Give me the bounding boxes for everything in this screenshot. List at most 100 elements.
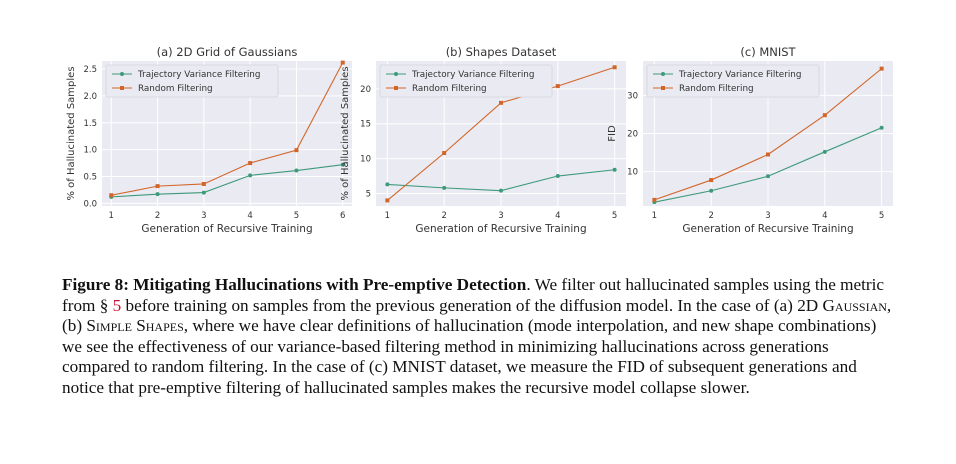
x-tick-label: 5 (879, 211, 884, 221)
legend-entry: Trajectory Variance Filtering (678, 70, 801, 80)
legend-marker (394, 72, 398, 76)
data-point (109, 193, 114, 198)
y-tick-label: 2.5 (83, 65, 97, 75)
data-point (555, 84, 560, 89)
x-tick-label: 1 (109, 211, 114, 221)
legend-entry: Random Filtering (679, 84, 754, 94)
x-tick-label: 4 (822, 211, 827, 221)
y-tick-label: 5 (366, 189, 371, 199)
x-tick-label: 3 (201, 211, 206, 221)
chart-panel-a: 1 2 3 4 5 6 0.0 0.5 1.0 1.5 2.0 2.5 (a) 2D Grid of G… (62, 44, 362, 244)
data-point (879, 125, 884, 130)
data-point (766, 174, 770, 179)
data-point (248, 173, 253, 178)
data-point (201, 190, 206, 195)
data-point (442, 185, 447, 190)
x-tick-label: 2 (155, 211, 160, 221)
chart-title: (c) MNIST (740, 45, 796, 59)
legend-entry: Trajectory Variance Filtering (411, 70, 534, 80)
caption-text-4: , where we have clear definitions of hal… (62, 316, 877, 397)
y-axis-label: % of Hallucinated Samples (340, 66, 351, 200)
x-axis-label: Generation of Recursive Training (141, 223, 312, 235)
x-tick-label: 4 (555, 211, 560, 221)
chart-panel-c: 1 2 3 4 5 10 20 30 (c) MNIST Generation of Recurs… (603, 44, 903, 244)
series-line (111, 164, 343, 198)
y-tick-label: 0.5 (83, 172, 97, 182)
legend-marker (661, 86, 665, 90)
chart-title: (a) 2D Grid of Gaussians (157, 45, 298, 59)
data-point (442, 151, 447, 156)
data-point (155, 192, 160, 197)
data-point (499, 188, 503, 193)
chart-b: 1 2 3 4 5 5 10 15 20 (b) Shapes Dataset Generation… (340, 45, 626, 235)
series-line (111, 62, 344, 196)
data-point (709, 178, 714, 183)
y-tick-label: 2.0 (83, 92, 97, 102)
x-tick-label: 2 (441, 211, 446, 221)
y-tick-label: 10 (627, 168, 638, 178)
data-point (340, 162, 345, 167)
x-tick-label: 1 (652, 211, 657, 221)
x-tick-label: 2 (708, 211, 713, 221)
data-point (155, 184, 160, 189)
data-point (555, 174, 560, 179)
x-tick-label: 6 (340, 211, 345, 221)
y-tick-label: 30 (627, 91, 638, 101)
data-point (385, 182, 390, 187)
legend-box (105, 64, 279, 98)
data-point (822, 113, 827, 118)
data-point (612, 167, 617, 172)
legend-marker (661, 72, 665, 76)
y-tick-label: 20 (627, 130, 638, 140)
data-point (294, 148, 299, 153)
legend-box (379, 64, 553, 98)
data-point (612, 65, 617, 70)
data-point (294, 168, 299, 173)
caption-simple-shapes: Simple Shapes (86, 316, 184, 336)
x-axis-label: Generation of Recursive Training (682, 223, 853, 235)
y-tick-label: 1.0 (83, 146, 97, 156)
caption-text-1: . We filter out hallucinated samples usi… (62, 275, 885, 315)
chart-a: 1 2 3 4 5 6 0.0 0.5 1.0 1.5 2.0 2.5 (a) 2D Grid of G… (66, 45, 352, 235)
data-point (766, 152, 770, 157)
data-point (652, 197, 657, 202)
x-tick-label: 5 (612, 211, 617, 221)
data-point (822, 149, 827, 154)
x-axis-label: Generation of Recursive Training (415, 223, 586, 235)
legend-entry: Random Filtering (138, 84, 213, 94)
data-point (499, 100, 503, 105)
y-tick-label: 10 (360, 155, 371, 165)
y-tick-label: 20 (360, 85, 371, 95)
data-point (385, 198, 390, 203)
y-tick-label: 1.5 (83, 119, 97, 129)
data-point (709, 188, 714, 193)
legend-marker (394, 86, 398, 90)
legend-entry: Trajectory Variance Filtering (137, 70, 260, 80)
caption-title: Mitigating Hallucinations with Pre-empti… (133, 275, 527, 294)
data-point (248, 161, 253, 166)
legend-marker (120, 86, 124, 90)
x-tick-label: 5 (294, 211, 299, 221)
caption-gaussian: Gaussian (822, 295, 887, 315)
legend-marker (120, 72, 124, 76)
caption-text-2: before training on samples from the prev… (121, 295, 823, 315)
legend-entry: Random Filtering (412, 84, 487, 94)
caption-text-3: , (b) (62, 295, 892, 336)
chart-c: 1 2 3 4 5 10 20 30 (c) MNIST Generation of Recurs… (607, 45, 893, 235)
x-tick-label: 3 (498, 211, 503, 221)
data-point (340, 60, 345, 65)
x-tick-label: 3 (765, 211, 770, 221)
caption-section-ref[interactable]: 5 (112, 295, 122, 315)
y-axis-label: % of Hallucinated Samples (66, 66, 77, 200)
chart-panel-b: 1 2 3 4 5 5 10 15 20 (b) Shapes Dataset Generation… (336, 44, 636, 244)
data-point (879, 66, 884, 71)
y-tick-label: 15 (360, 120, 371, 130)
y-tick-label: 0.0 (83, 199, 97, 209)
chart-title: (b) Shapes Dataset (446, 45, 557, 59)
data-point (201, 181, 206, 186)
figure-caption: Figure 8: Mitigating Hallucinations with… (62, 275, 897, 399)
legend-box (646, 64, 820, 98)
caption-label: Figure 8: (62, 275, 129, 294)
y-axis-label: FID (607, 125, 618, 142)
